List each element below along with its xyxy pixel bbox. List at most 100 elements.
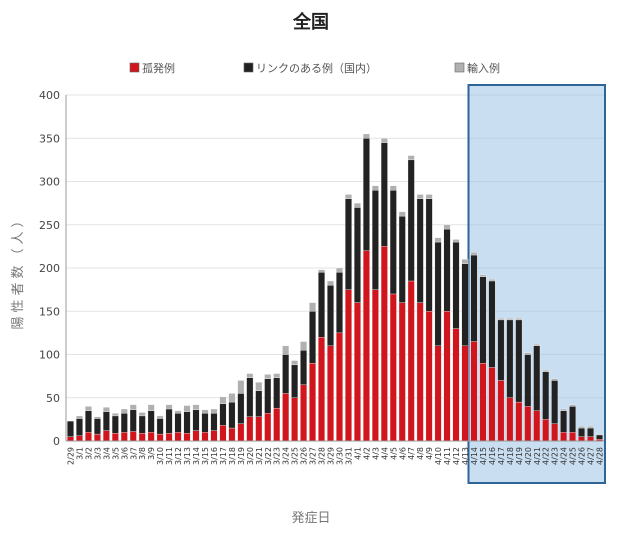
bar-segment-1 bbox=[542, 419, 550, 442]
legend-label: 孤発例 bbox=[142, 61, 175, 75]
x-tick-label: 4/12 bbox=[452, 447, 461, 465]
x-tick-label: 4/28 bbox=[596, 447, 605, 465]
bar-segment-3 bbox=[165, 404, 173, 410]
x-tick-label: 3/9 bbox=[147, 447, 156, 460]
x-tick-label: 4/17 bbox=[497, 447, 506, 465]
x-tick-label: 3/17 bbox=[219, 447, 228, 465]
bar-segment-3 bbox=[470, 252, 478, 256]
bar-segment-1 bbox=[551, 423, 559, 442]
x-tick-label: 3/26 bbox=[300, 447, 309, 465]
bar-segment-2 bbox=[129, 409, 137, 432]
x-tick-label: 4/7 bbox=[407, 447, 416, 460]
x-tick-label: 2/29 bbox=[66, 447, 75, 465]
bar-segment-3 bbox=[201, 409, 209, 414]
bar-segment-1 bbox=[407, 280, 415, 442]
bar-segment-2 bbox=[183, 411, 191, 434]
bar-segment-1 bbox=[461, 345, 469, 442]
bar-segment-1 bbox=[282, 393, 290, 442]
bar-segment-3 bbox=[309, 302, 316, 312]
bar-segment-3 bbox=[76, 415, 83, 419]
bar-segment-1 bbox=[318, 337, 325, 442]
bar-segment-3 bbox=[434, 237, 442, 243]
bar-segment-1 bbox=[309, 362, 316, 442]
x-tick-label: 3/12 bbox=[174, 447, 183, 465]
x-tick-label: 4/11 bbox=[443, 447, 452, 465]
bar-segment-2 bbox=[309, 311, 316, 364]
legend-swatch bbox=[454, 62, 465, 73]
bar-segment-3 bbox=[461, 259, 469, 264]
bar-segment-3 bbox=[488, 279, 496, 282]
y-tick-label: 150 bbox=[39, 305, 60, 318]
bar-segment-3 bbox=[416, 194, 424, 199]
bar-segment-3 bbox=[237, 380, 245, 394]
x-tick-label: 3/23 bbox=[273, 447, 282, 465]
grid bbox=[66, 94, 604, 442]
x-tick-label: 3/31 bbox=[344, 447, 353, 465]
legend-swatch bbox=[243, 62, 254, 73]
x-axis-label: 発症日 bbox=[291, 511, 330, 526]
bar-segment-1 bbox=[560, 432, 568, 442]
x-tick-label: 4/21 bbox=[533, 447, 542, 465]
bar-segment-2 bbox=[94, 418, 101, 435]
bar-segment-3 bbox=[291, 360, 299, 366]
bars bbox=[67, 133, 603, 442]
x-tick-label: 4/25 bbox=[569, 447, 578, 465]
bar-segment-2 bbox=[336, 272, 343, 334]
bar-segment-2 bbox=[587, 427, 594, 437]
bar-segment-3 bbox=[336, 267, 343, 273]
bar-segment-1 bbox=[219, 425, 227, 442]
x-tick-label: 3/11 bbox=[165, 447, 174, 465]
y-axis-label: 陽性者数（人） bbox=[11, 210, 26, 329]
x-tick-label: 3/5 bbox=[111, 447, 120, 460]
x-tick-label: 3/13 bbox=[183, 447, 192, 465]
y-tick-label: 0 bbox=[53, 435, 60, 448]
bar-segment-1 bbox=[443, 311, 451, 442]
x-axis: 2/29 3/1 3/2 3/3 3/4 3/5 3/6 3/7 3/8 3/9 3/10 3/11 3… bbox=[66, 447, 604, 465]
x-tick-label: 4/24 bbox=[560, 447, 569, 465]
bar-segment-1 bbox=[273, 407, 281, 442]
bar-segment-1 bbox=[506, 397, 514, 442]
legend-swatch bbox=[129, 62, 140, 73]
bar-segment-3 bbox=[533, 343, 541, 346]
bar-segment-2 bbox=[515, 319, 523, 403]
bar-segment-1 bbox=[102, 430, 110, 442]
x-tick-label: 4/3 bbox=[371, 447, 380, 460]
y-tick-label: 250 bbox=[39, 219, 60, 232]
y-tick-label: 50 bbox=[46, 392, 60, 405]
bar-segment-2 bbox=[85, 410, 92, 433]
x-tick-label: 4/16 bbox=[488, 447, 497, 465]
bar-segment-1 bbox=[76, 435, 83, 442]
x-tick-label: 3/24 bbox=[282, 447, 291, 465]
bar-segment-2 bbox=[120, 413, 128, 433]
bar-segment-3 bbox=[264, 374, 272, 379]
bar-segment-3 bbox=[120, 408, 128, 414]
x-tick-label: 3/16 bbox=[210, 447, 219, 465]
x-tick-label: 3/19 bbox=[237, 447, 246, 465]
bar-segment-1 bbox=[479, 362, 487, 442]
bar-segment-3 bbox=[174, 410, 182, 414]
bar-segment-2 bbox=[434, 241, 442, 347]
bar-segment-1 bbox=[85, 432, 92, 442]
bar-segment-2 bbox=[147, 410, 155, 433]
x-tick-label: 3/3 bbox=[93, 447, 102, 460]
x-tick-label: 4/27 bbox=[587, 447, 596, 465]
y-tick-label: 400 bbox=[39, 89, 60, 102]
bar-segment-2 bbox=[291, 364, 299, 398]
bar-segment-2 bbox=[138, 415, 146, 434]
bar-segment-1 bbox=[210, 430, 218, 442]
x-tick-label: 3/8 bbox=[138, 447, 147, 460]
x-tick-label: 4/14 bbox=[470, 447, 479, 465]
bar-segment-1 bbox=[470, 341, 478, 442]
bar-segment-2 bbox=[470, 254, 478, 342]
x-tick-label: 3/29 bbox=[327, 447, 336, 465]
legend-label: リンクのある例（国内） bbox=[256, 61, 377, 75]
bar-segment-3 bbox=[111, 413, 119, 417]
x-tick-label: 3/4 bbox=[102, 447, 111, 460]
bar-segment-2 bbox=[497, 319, 505, 381]
bar-segment-1 bbox=[201, 432, 209, 442]
bar-segment-3 bbox=[183, 405, 191, 412]
bar-segment-1 bbox=[192, 430, 200, 442]
x-tick-label: 4/5 bbox=[389, 447, 398, 460]
bar-segment-2 bbox=[578, 427, 585, 437]
y-tick-label: 350 bbox=[39, 132, 60, 145]
